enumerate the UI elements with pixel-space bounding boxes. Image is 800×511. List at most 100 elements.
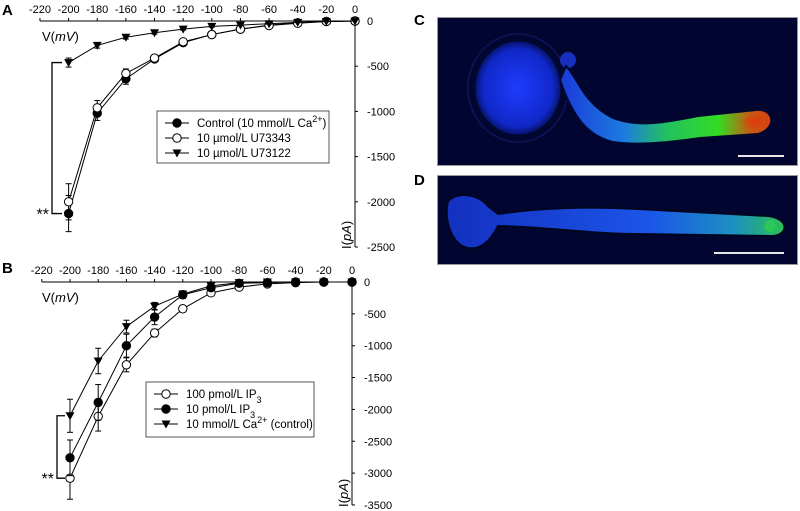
pollen-tube-fluorescence-c (467, 33, 773, 145)
x-tick-label: -140 (144, 265, 166, 277)
x-tick-label: -20 (316, 265, 332, 277)
x-tick-label: -60 (261, 4, 277, 16)
chart-a-iv-curve: -220 -200 -180 -160 -140 -120 -100 -80 -60 -40 -20… (29, 4, 395, 254)
x-tick-label: -180 (87, 265, 109, 277)
x-tick-label: -120 (172, 4, 194, 16)
micrograph-d (437, 175, 798, 265)
data-point-marker (234, 279, 244, 288)
y-tick-label: 0 (367, 16, 373, 28)
data-point-marker (347, 278, 357, 287)
x-tick-label: -160 (115, 4, 137, 16)
data-point-marker (350, 17, 360, 26)
legend-entry: Control (10 mmol/L Ca2+) (197, 114, 327, 130)
y-tick-label: -1000 (364, 341, 392, 353)
legend-marker (161, 420, 171, 429)
data-point-marker (264, 20, 274, 29)
x-tick-label: -220 (31, 265, 53, 277)
data-point-marker (121, 323, 131, 332)
y-tick-label: -1500 (367, 152, 395, 164)
x-axis-label: V(mV) (42, 290, 79, 305)
x-tick-label: -100 (201, 4, 223, 16)
data-point-marker (150, 29, 160, 38)
y-tick-label: -2500 (367, 242, 395, 254)
y-tick-label: -1500 (364, 373, 392, 385)
data-point-marker (121, 360, 132, 370)
data-point-marker (64, 59, 74, 68)
x-tick-label: -180 (86, 4, 108, 16)
legend-entry: 10 mmol/L Ca2+ (control) (186, 415, 313, 431)
x-tick-label: -60 (259, 265, 275, 277)
y-tick-label: 0 (364, 277, 370, 289)
data-point-marker (121, 68, 131, 79)
x-tick-label: -220 (29, 4, 51, 16)
x-axis-label: V(mV) (42, 29, 79, 44)
micrograph-c (437, 17, 798, 166)
x-tick-label: -160 (115, 265, 137, 277)
x-tick-label: 0 (352, 4, 358, 16)
series-2 (65, 278, 357, 433)
data-point-marker (63, 197, 74, 207)
panel-label-b: B (2, 260, 13, 277)
data-point-marker (321, 17, 331, 26)
chart-b-iv-curve: -220 -200 -180 -160 -140 -120 -100 -80 -60 -40 -20… (31, 265, 392, 511)
data-point-marker (235, 21, 245, 30)
y-tick-label: -1000 (367, 106, 395, 118)
legend-entry: 100 pmol/L IP3 (186, 389, 262, 405)
data-point-marker (149, 53, 160, 63)
significance-stars: ** (42, 471, 54, 488)
data-point-marker (92, 103, 102, 113)
y-tick-label: -500 (364, 309, 386, 321)
x-tick-label: -80 (231, 265, 247, 277)
x-tick-label: -20 (318, 4, 334, 16)
panel-label-c: C (414, 12, 425, 29)
x-tick-label: 0 (349, 265, 355, 277)
y-tick-label: -2500 (364, 436, 392, 448)
x-tick-label: -100 (200, 265, 222, 277)
data-point-marker (93, 397, 103, 408)
y-tick-label: -2000 (367, 197, 395, 209)
y-tick-label: -500 (367, 61, 389, 73)
y-axis-label: I(pA) (336, 479, 351, 507)
y-tick-label: -2000 (364, 404, 392, 416)
x-tick-label: -120 (172, 265, 194, 277)
data-point-marker (121, 341, 132, 351)
data-point-marker (65, 412, 75, 421)
data-point-marker (291, 278, 301, 287)
legend-marker (161, 404, 171, 414)
data-point-marker (178, 290, 188, 299)
data-point-marker (92, 41, 102, 50)
axes: -220 -200 -180 -160 -140 -120 -100 -80 -60 -40 -20… (29, 4, 395, 254)
legend-entry: 10 pmol/L IP3 (186, 404, 255, 420)
series-2 (64, 17, 360, 68)
scale-bar-c (738, 155, 784, 157)
data-point-marker (206, 282, 216, 291)
panel-label-a: A (2, 2, 13, 19)
data-point-marker (65, 453, 75, 463)
legend-entry: 10 µmol/L U73122 (197, 148, 291, 160)
legend-marker (172, 149, 182, 158)
data-point-marker (262, 278, 272, 287)
data-point-marker (178, 25, 188, 34)
legend-entry: 10 µmol/L U73343 (197, 133, 291, 145)
x-tick-label: -200 (59, 265, 81, 277)
data-point-marker (149, 312, 160, 322)
data-point-marker (178, 304, 188, 314)
data-point-marker (149, 328, 160, 338)
significance-bracket: ** (42, 415, 65, 488)
x-tick-label: -80 (232, 4, 248, 16)
legend-marker (172, 118, 182, 128)
scale-bar-d (714, 252, 784, 254)
legend-marker (172, 133, 182, 143)
series-1 (65, 277, 357, 477)
data-point-marker (293, 18, 303, 27)
y-tick-label: -3500 (364, 500, 392, 511)
data-point-marker (178, 37, 188, 47)
x-tick-label: -40 (288, 265, 304, 277)
x-tick-label: -140 (144, 4, 166, 16)
data-point-marker (319, 278, 329, 287)
legend-marker (161, 389, 171, 399)
data-point-marker (121, 33, 131, 42)
significance-bracket: ** (37, 61, 62, 224)
data-point-marker (207, 22, 217, 31)
